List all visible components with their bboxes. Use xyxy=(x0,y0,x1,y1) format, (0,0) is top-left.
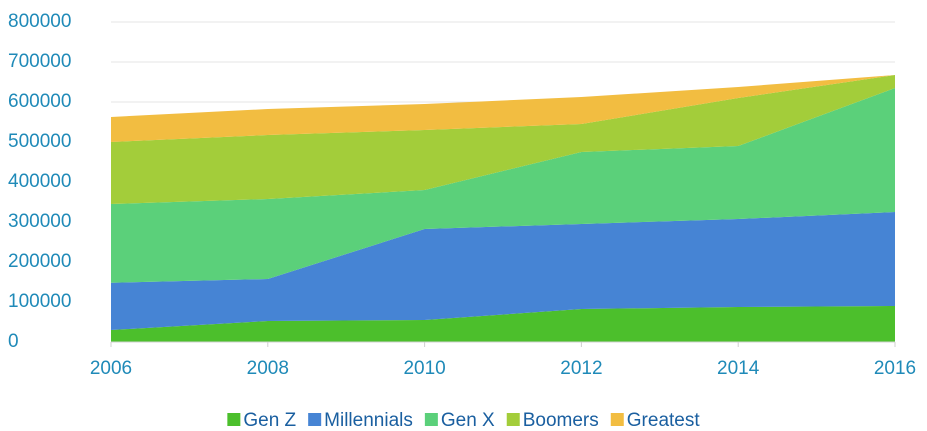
y-tick-label: 800000 xyxy=(8,11,71,32)
legend-label: Gen X xyxy=(441,410,495,431)
y-tick-label: 200000 xyxy=(8,251,71,272)
x-tick-label: 2006 xyxy=(90,358,132,379)
y-tick-label: 300000 xyxy=(8,211,71,232)
legend-swatch xyxy=(308,413,322,426)
legend-label: Gen Z xyxy=(243,410,296,431)
x-tick-label: 2016 xyxy=(874,358,916,379)
legend-swatch xyxy=(610,413,624,426)
area xyxy=(111,212,895,330)
legend-label: Millennials xyxy=(324,410,413,431)
legend-label: Boomers xyxy=(523,410,599,431)
y-tick-label: 100000 xyxy=(8,291,71,312)
x-tick-label: 2010 xyxy=(403,358,445,379)
legend-swatch xyxy=(227,413,241,426)
area xyxy=(111,306,895,342)
x-tick-label: 2012 xyxy=(560,358,602,379)
area xyxy=(111,88,895,283)
legend-swatch xyxy=(424,413,438,426)
x-tick-label: 2014 xyxy=(717,358,760,379)
y-tick-label: 0 xyxy=(8,331,19,352)
legend-label: Greatest xyxy=(627,410,701,431)
x-tick-label: 2008 xyxy=(247,358,289,379)
area xyxy=(111,75,895,204)
legend-swatch xyxy=(506,413,520,426)
y-tick-label: 600000 xyxy=(8,91,71,112)
area xyxy=(111,75,895,142)
y-tick-label: 400000 xyxy=(8,171,71,192)
y-tick-label: 700000 xyxy=(8,51,71,72)
y-tick-label: 500000 xyxy=(8,131,71,152)
